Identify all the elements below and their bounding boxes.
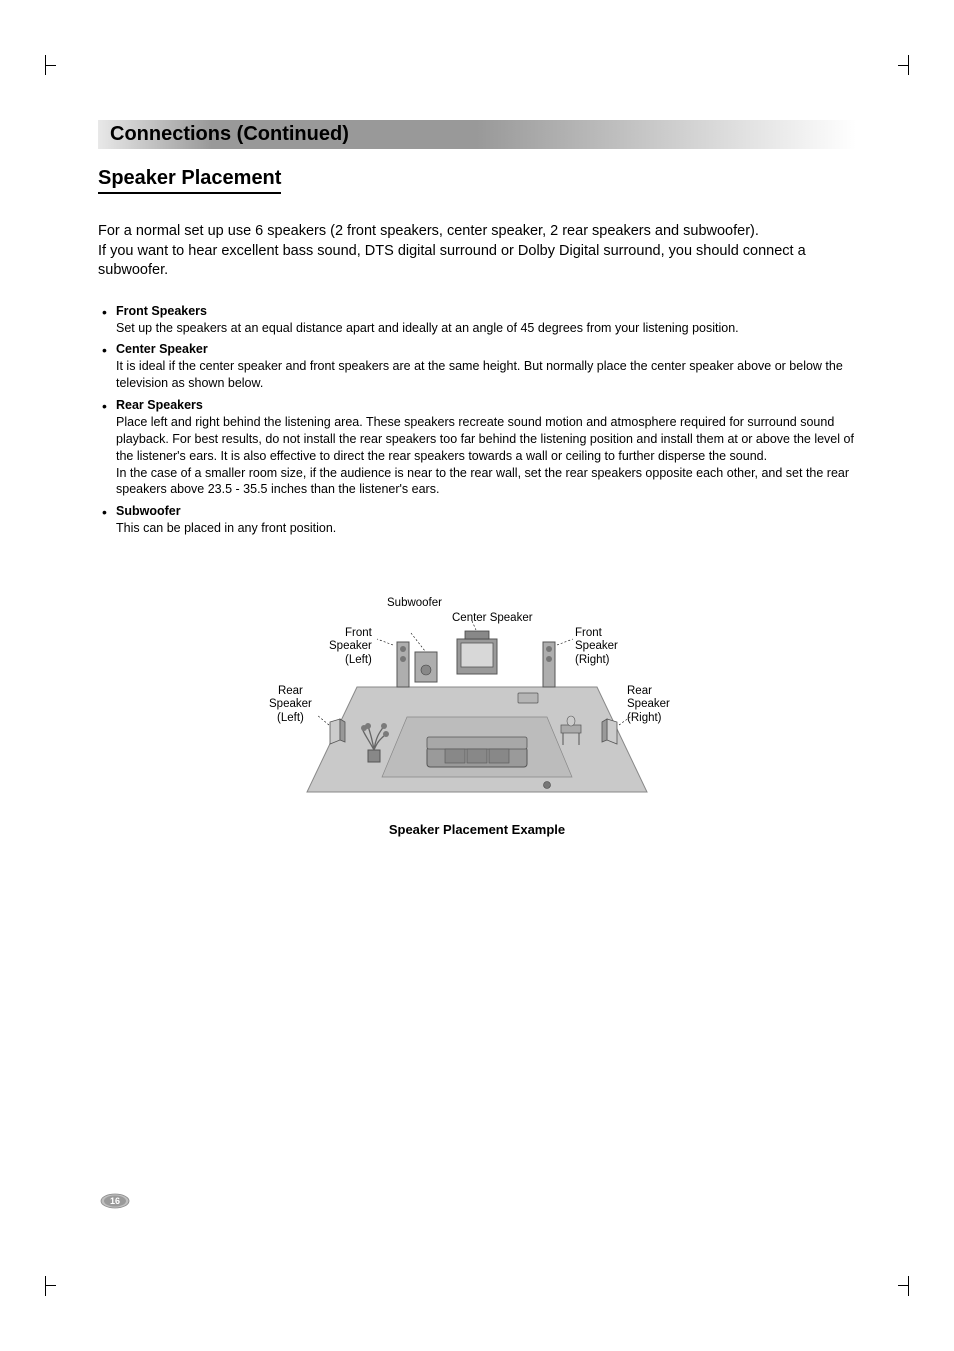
section-title: Connections (Continued) [110,123,349,145]
intro-paragraph: For a normal set up use 6 speakers (2 fr… [98,222,856,281]
page-number-badge: 16 [100,1193,130,1209]
label-rear-right: Rear Speaker (Right) [627,685,670,725]
item-body: It is ideal if the center speaker and fr… [116,358,856,392]
crop-mark [45,1276,65,1296]
item-title: Center Speaker [116,341,856,358]
label-front-right: Front Speaker (Right) [575,627,618,667]
label-front-left: Front Speaker (Left) [329,627,372,667]
item-title: Rear Speakers [116,397,856,414]
item-title: Subwoofer [116,503,856,520]
speaker-list: Front Speakers Set up the speakers at an… [98,303,856,537]
crop-mark [45,55,65,75]
page-content: Connections (Continued) Speaker Placemen… [98,120,856,837]
list-item: Center Speaker It is ideal if the center… [98,341,856,392]
crop-mark [889,55,909,75]
item-body: Place left and right behind the listenin… [116,414,856,498]
item-body: Set up the speakers at an equal distance… [116,320,856,337]
crop-mark [889,1276,909,1296]
label-rear-left: Rear Speaker (Left) [269,685,312,725]
list-item: Front Speakers Set up the speakers at an… [98,303,856,337]
list-item: Rear Speakers Place left and right behin… [98,397,856,498]
label-center: Center Speaker [452,612,533,625]
item-body: This can be placed in any front position… [116,520,856,537]
speaker-placement-diagram: Subwoofer Center Speaker Front Speaker (… [297,597,657,807]
page-heading: Speaker Placement [98,167,281,194]
diagram-caption: Speaker Placement Example [98,822,856,837]
label-subwoofer: Subwoofer [387,597,442,610]
page-number-text: 16 [110,1196,120,1206]
section-header-bar: Connections (Continued) [98,120,856,149]
item-title: Front Speakers [116,303,856,320]
list-item: Subwoofer This can be placed in any fron… [98,503,856,537]
diagram-container: Subwoofer Center Speaker Front Speaker (… [98,597,856,837]
